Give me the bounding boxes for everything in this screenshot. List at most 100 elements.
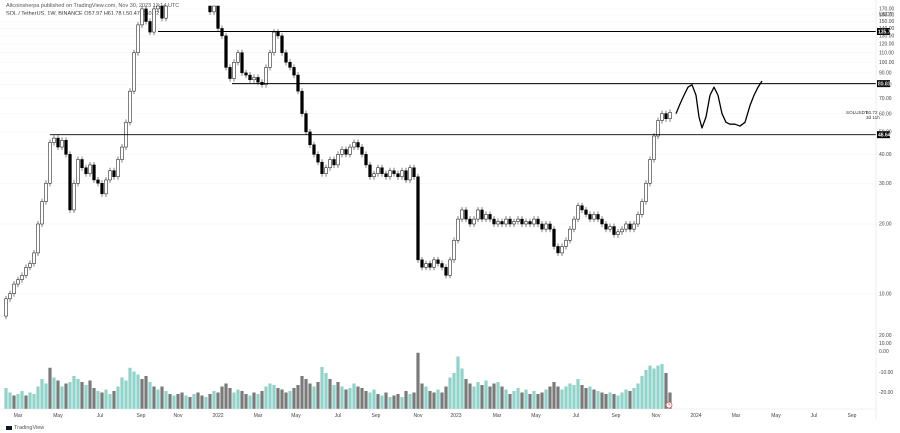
- volume-bar: [668, 392, 672, 409]
- volume-bar: [380, 395, 384, 409]
- volume-bar: [260, 391, 264, 409]
- time-tick-label: Nov: [174, 413, 183, 419]
- volume-bar: [36, 386, 40, 409]
- volume-bar: [152, 386, 156, 409]
- candle-bear: [344, 149, 348, 155]
- candle-bull: [532, 218, 536, 225]
- candle-bull: [348, 146, 352, 155]
- volume-bar: [40, 379, 44, 409]
- volume-bar: [12, 395, 16, 409]
- volume-bar: [556, 386, 560, 409]
- volume-bar: [104, 389, 108, 409]
- candle-bear: [612, 226, 616, 235]
- volume-bar: [504, 389, 508, 409]
- candle-bull: [484, 214, 488, 220]
- volume-bar: [488, 386, 492, 409]
- volume-bar: [620, 392, 624, 409]
- volume-bar: [420, 383, 424, 409]
- candle-bear: [604, 223, 608, 230]
- candle-bear: [100, 182, 104, 195]
- volume-bar: [656, 365, 660, 409]
- candle-bull: [648, 159, 652, 184]
- candle-bear: [528, 221, 532, 225]
- volume-bar: [332, 385, 336, 409]
- candle-bull: [524, 221, 528, 225]
- candle-bull: [132, 52, 136, 92]
- volume-bar: [600, 392, 604, 409]
- candle-bull: [60, 140, 64, 148]
- time-tick-label: Jul: [335, 413, 341, 419]
- volume-axis: 20.00 10.00 0.00 -10.00 -20.00: [879, 333, 893, 396]
- time-tick-label: Sep: [137, 413, 146, 419]
- time-tick-label: Sep: [372, 413, 381, 419]
- volume-bar: [544, 389, 548, 409]
- price-tick-label: 140.00: [879, 26, 895, 32]
- volume-bar: [312, 386, 316, 409]
- candle-bull: [376, 167, 380, 174]
- volume-bar: [416, 352, 420, 409]
- volume-bar: [384, 392, 388, 409]
- candle-bear: [404, 170, 408, 181]
- time-tick-label: 2022: [212, 413, 223, 419]
- candle-bull: [372, 173, 376, 178]
- volume-bar: [204, 397, 208, 409]
- candle-bear: [216, 5, 220, 29]
- candle-bear: [56, 137, 60, 148]
- time-tick-label: Jul: [811, 413, 817, 419]
- volume-bar: [564, 386, 568, 409]
- tradingview-logo-icon: [6, 425, 12, 430]
- volume-bar: [572, 385, 576, 409]
- volume-bar: [376, 394, 380, 409]
- candle-bear: [548, 223, 552, 230]
- volume-bar: [256, 394, 260, 409]
- level-label-bg: [877, 80, 890, 88]
- volume-bar: [16, 394, 20, 409]
- price-tick-label: 80.00: [879, 82, 892, 88]
- volume-bar: [472, 386, 476, 409]
- volume-bar: [148, 382, 152, 409]
- candle-bear: [584, 209, 588, 215]
- candle-bull: [44, 182, 48, 202]
- candle-bull: [164, 5, 168, 19]
- price-tick-label: 50.00: [879, 130, 892, 136]
- volume-bar: [476, 382, 480, 409]
- price-tick-label: 130.00: [879, 34, 895, 40]
- candle-bear: [292, 67, 296, 76]
- time-tick-label: Nov: [652, 413, 661, 419]
- volume-bar: [88, 380, 92, 409]
- price-tick-label: 150.00: [879, 19, 895, 25]
- candle-bull: [136, 24, 140, 53]
- volume-bar: [24, 395, 28, 409]
- candle-bear: [396, 173, 400, 178]
- level-label: 80.83: [878, 81, 891, 87]
- tradingview-logo[interactable]: TradingView: [6, 425, 44, 432]
- clock-icon[interactable]: [665, 401, 673, 409]
- volume-bar: [116, 386, 120, 409]
- candle-bull: [268, 52, 272, 68]
- candle-bear: [64, 140, 68, 155]
- candle-bull: [340, 149, 344, 155]
- candle-bear: [536, 218, 540, 225]
- volume-bar: [268, 383, 272, 409]
- candle-bull: [668, 112, 672, 119]
- candle-bull: [560, 246, 564, 254]
- candle-bear: [436, 259, 440, 264]
- candle-bear: [208, 5, 212, 13]
- candle-bull: [592, 214, 596, 220]
- volume-bar: [28, 392, 32, 409]
- volume-bar: [552, 382, 556, 409]
- volume-bar: [68, 382, 72, 409]
- candle-bear: [112, 170, 116, 178]
- last-price-countdown: 3d 11h: [866, 115, 880, 120]
- volume-bar: [388, 397, 392, 409]
- candle-bull: [656, 120, 660, 137]
- volume-bar: [180, 392, 184, 409]
- candle-bull: [156, 5, 160, 10]
- candle-bear: [356, 142, 360, 148]
- time-tick-label: May: [291, 413, 301, 419]
- volume-bar: [632, 388, 636, 409]
- candle-bull: [104, 179, 108, 195]
- volume-bar: [664, 373, 668, 409]
- volume-bar: [272, 385, 276, 409]
